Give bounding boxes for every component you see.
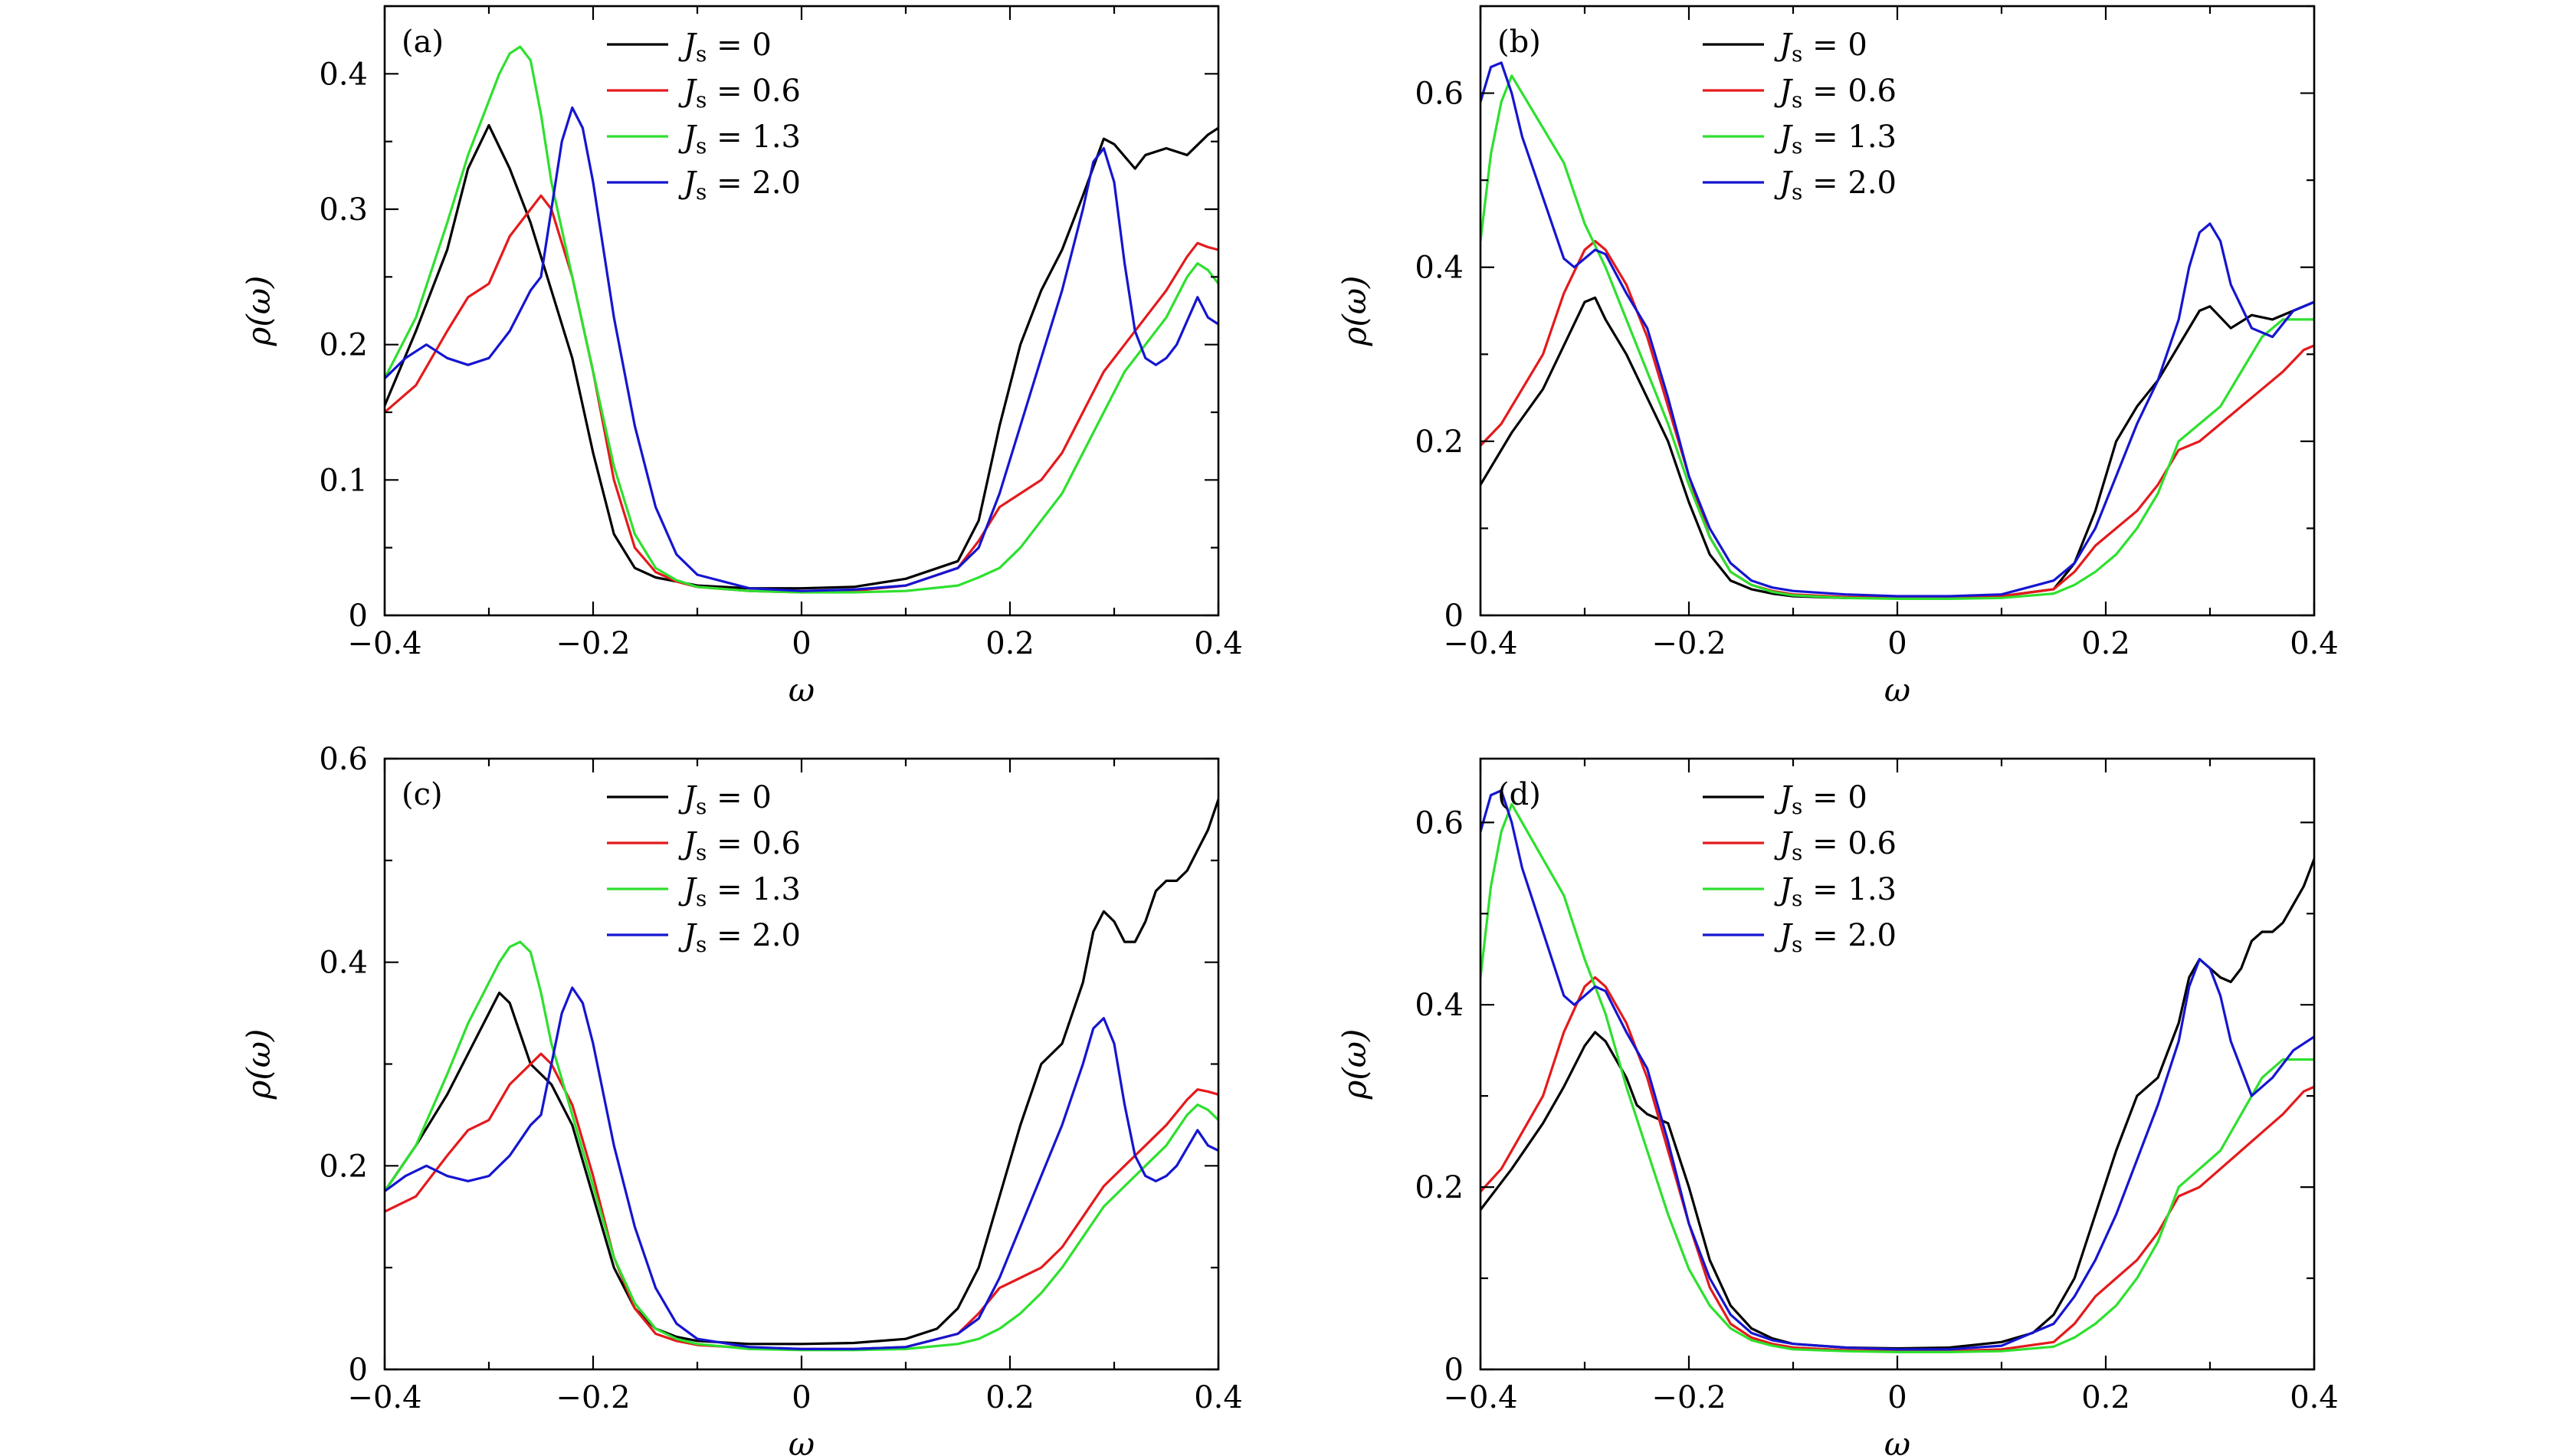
- series-line-js-2-0: [1480, 789, 2314, 1351]
- series-group: [385, 798, 1218, 1352]
- x-tick-label: 0: [792, 626, 811, 661]
- x-tick-label: −0.4: [1443, 626, 1517, 661]
- x-tick-label: 0.2: [2081, 1380, 2130, 1415]
- y-tick-label: 0.2: [1415, 1170, 1464, 1205]
- x-tick-label: 0: [1887, 1380, 1907, 1415]
- legend-label-js-0: Js = 0: [678, 28, 772, 67]
- x-tick-label: 0.2: [985, 1380, 1034, 1415]
- plot-frame: [383, 757, 1220, 1371]
- y-tick-label: 0.4: [1415, 988, 1464, 1023]
- x-tick-label: −0.4: [347, 626, 421, 661]
- legend-label-js-2-0: Js = 2.0: [678, 918, 801, 957]
- panel-c: −0.4 −0.2 0 0.2 0.400.20.40.6ωρ(ω)(c) Js = 0J…: [240, 742, 1243, 1456]
- series-line-js-0-6: [385, 194, 1218, 594]
- series-group: [1480, 61, 2314, 601]
- x-axis-label: ω: [1884, 671, 1910, 709]
- y-tick-label: 0: [1444, 1353, 1464, 1388]
- x-tick-label: 0.4: [1194, 1380, 1243, 1415]
- x-tick-label: −0.4: [347, 1380, 421, 1415]
- x-tick-label: −0.2: [556, 1380, 630, 1415]
- series-line-js-1-3: [1480, 802, 2314, 1354]
- legend-label-js-2-0: Js = 2.0: [1774, 166, 1897, 205]
- panel-b: −0.4 −0.2 0 0.2 0.400.20.40.6ωρ(ω)(b) Js = 0J…: [1336, 5, 2339, 709]
- legend: Js = 0 Js = 0.6 Js = 1.3 Js = 2.0: [607, 780, 801, 957]
- y-tick-label: 0.2: [1415, 425, 1464, 460]
- x-tick-label: −0.2: [556, 626, 630, 661]
- x-tick-label: 0.4: [2290, 1380, 2339, 1415]
- y-axis-label: ρ(ω): [1336, 276, 1373, 347]
- legend-label-js-0: Js = 0: [1774, 28, 1867, 67]
- y-tick-label: 0: [1444, 598, 1464, 634]
- series-group: [1480, 789, 2314, 1354]
- series-line-js-2-0: [1480, 61, 2314, 598]
- panel-label: (b): [1497, 25, 1541, 60]
- y-tick-label: 0.3: [319, 192, 368, 228]
- x-axis-label: ω: [1884, 1425, 1910, 1456]
- x-tick-label: 0.2: [985, 626, 1034, 661]
- legend-label-js-0-6: Js = 0.6: [678, 826, 801, 865]
- panel-label: (d): [1497, 777, 1541, 812]
- legend: Js = 0 Js = 0.6 Js = 1.3 Js = 2.0: [1703, 28, 1897, 205]
- series-line-js-1-3: [385, 45, 1218, 594]
- y-tick-label: 0: [349, 598, 368, 634]
- legend-label-js-0: Js = 0: [678, 780, 772, 819]
- legend-label-js-1-3: Js = 1.3: [1774, 872, 1897, 911]
- legend-label-js-1-3: Js = 1.3: [678, 872, 801, 911]
- legend-label-js-1-3: Js = 1.3: [1774, 120, 1897, 159]
- y-axis-label: ρ(ω): [240, 1029, 277, 1100]
- y-tick-label: 0.6: [319, 742, 368, 777]
- series-line-js-1-3: [385, 940, 1218, 1352]
- legend-label-js-0-6: Js = 0.6: [678, 74, 801, 113]
- series-group: [385, 45, 1218, 594]
- y-tick-label: 0: [349, 1353, 368, 1388]
- y-tick-label: 0.4: [1415, 251, 1464, 286]
- series-line-js-0: [1480, 858, 2314, 1350]
- x-tick-label: 0.2: [2081, 626, 2130, 661]
- series-line-js-0-6: [1480, 240, 2314, 599]
- x-tick-label: 0.4: [2290, 626, 2339, 661]
- x-tick-label: −0.4: [1443, 1380, 1517, 1415]
- series-line-js-0: [1480, 296, 2314, 599]
- x-tick-label: 0.4: [1194, 626, 1243, 661]
- series-line-js-0: [385, 123, 1218, 590]
- x-tick-label: −0.2: [1651, 626, 1726, 661]
- y-tick-label: 0.2: [319, 328, 368, 363]
- y-tick-label: 0.6: [1415, 77, 1464, 112]
- legend-label-js-0: Js = 0: [1774, 780, 1867, 819]
- series-line-js-2-0: [385, 986, 1218, 1351]
- x-tick-label: 0: [792, 1380, 811, 1415]
- legend: Js = 0 Js = 0.6 Js = 1.3 Js = 2.0: [607, 28, 801, 205]
- plot-frame: [383, 5, 1220, 617]
- series-line-js-0: [385, 798, 1218, 1346]
- y-tick-label: 0.6: [1415, 805, 1464, 841]
- series-line-js-2-0: [385, 106, 1218, 592]
- panel-label: (c): [402, 777, 443, 812]
- legend-label-js-2-0: Js = 2.0: [678, 166, 801, 205]
- x-tick-label: −0.2: [1651, 1380, 1726, 1415]
- panel-d: −0.4 −0.2 0 0.2 0.400.20.40.6ωρ(ω)(d) Js = 0J…: [1336, 757, 2339, 1456]
- series-line-js-0-6: [1480, 976, 2314, 1353]
- x-axis-label: ω: [789, 1425, 815, 1456]
- panel-a: −0.4 −0.2 0 0.2 0.4 0 0.1 0.2 0.3 0.4 ω ρ(ω) (a) Js =…: [240, 5, 1243, 709]
- series-line-js-1-3: [1480, 74, 2314, 601]
- x-axis-label: ω: [789, 671, 815, 709]
- legend-label-js-0-6: Js = 0.6: [1774, 74, 1897, 113]
- y-tick-label: 0.1: [319, 463, 368, 498]
- series-line-js-0-6: [385, 1052, 1218, 1351]
- y-axis-label: ρ(ω): [240, 276, 277, 347]
- plot-frame: [1479, 5, 2316, 617]
- panel-label: (a): [402, 25, 444, 60]
- y-tick-label: 0.4: [319, 946, 368, 981]
- y-axis-label: ρ(ω): [1336, 1029, 1373, 1100]
- legend-label-js-2-0: Js = 2.0: [1774, 918, 1897, 957]
- y-tick-label: 0.4: [319, 57, 368, 92]
- legend-label-js-0-6: Js = 0.6: [1774, 826, 1897, 865]
- legend: Js = 0 Js = 0.6 Js = 1.3 Js = 2.0: [1703, 780, 1897, 957]
- plot-frame: [1479, 757, 2316, 1371]
- legend-label-js-1-3: Js = 1.3: [678, 120, 801, 159]
- y-tick-label: 0.2: [319, 1149, 368, 1184]
- x-tick-label: 0: [1887, 626, 1907, 661]
